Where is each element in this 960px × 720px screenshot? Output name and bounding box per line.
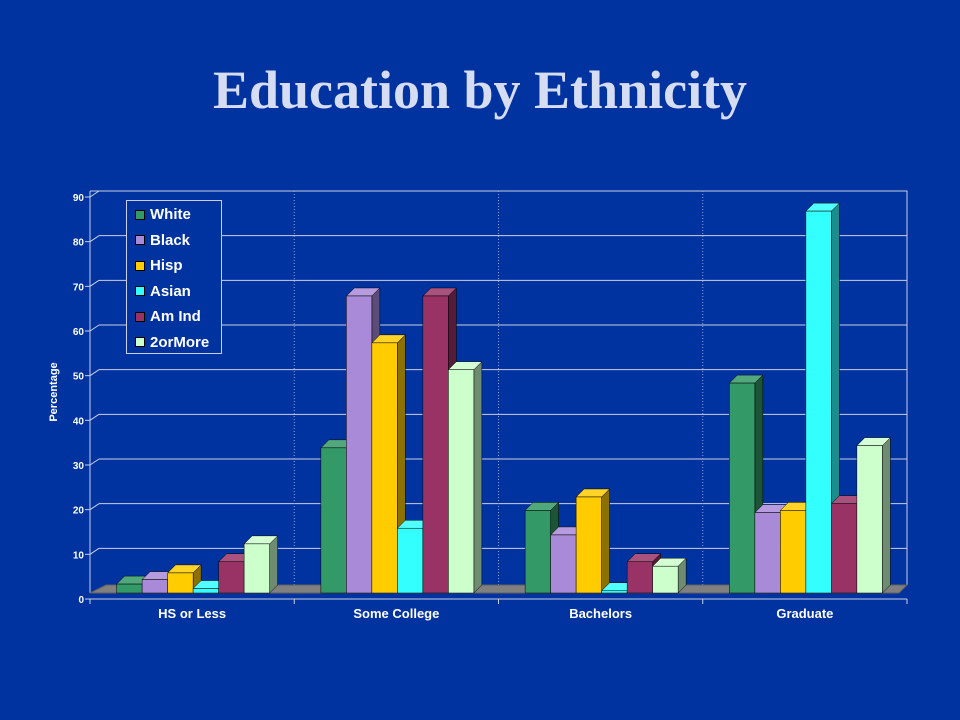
gridline-perspective	[89, 458, 100, 466]
y-tick-label: 40	[73, 416, 85, 427]
y-tick-label: 50	[73, 372, 85, 383]
bar	[575, 488, 611, 594]
y-tick-label: 10	[73, 550, 85, 561]
legend-swatch	[135, 286, 145, 297]
legend-label: 2orMore	[150, 333, 210, 351]
legend-label: Hisp	[150, 257, 183, 275]
x-tick-label: Some College	[353, 606, 439, 621]
legend-label: Am Ind	[150, 308, 201, 326]
gridline-perspective	[89, 503, 100, 511]
gridline-perspective	[89, 547, 100, 555]
slide-title: Education by Ethnicity	[212, 60, 748, 120]
y-tick-label: 20	[73, 506, 85, 517]
bar-front	[116, 583, 143, 594]
legend-swatch	[135, 337, 145, 348]
bar-front	[167, 572, 194, 594]
bar-front	[550, 534, 577, 594]
legend-item: White	[135, 202, 221, 228]
bar	[371, 334, 406, 594]
chart-bars	[116, 202, 891, 594]
bar-front	[192, 588, 219, 594]
bar-side	[601, 488, 610, 594]
y-tick-label: 30	[73, 461, 85, 472]
bar-front	[831, 503, 858, 594]
bar-front	[729, 382, 756, 594]
bar-front	[397, 527, 424, 594]
gridline-perspective	[89, 190, 100, 198]
bar-front	[575, 496, 602, 594]
bar-front	[652, 565, 679, 594]
bar-front	[141, 579, 168, 594]
chart-axes	[85, 196, 908, 604]
bar-front	[856, 445, 883, 594]
gridline-perspective	[89, 324, 100, 332]
legend-swatch	[135, 235, 145, 246]
bar-front	[346, 295, 373, 594]
bar-side	[882, 436, 891, 594]
legend-label: Black	[150, 231, 191, 249]
x-tick-label: HS or Less	[158, 606, 226, 621]
legend-label: White	[150, 206, 191, 224]
bar-side	[269, 535, 278, 594]
legend-label: Asian	[150, 282, 191, 300]
bar	[167, 564, 202, 594]
bar-front	[626, 561, 653, 594]
bar-front	[320, 447, 347, 594]
bar-front	[448, 369, 475, 594]
legend-item: Black	[135, 228, 221, 254]
y-tick-label: 60	[73, 327, 85, 338]
legend-swatch	[135, 209, 145, 220]
gridline-perspective	[89, 279, 100, 287]
bar-front	[524, 510, 551, 594]
bar	[243, 535, 279, 594]
bar-front	[601, 590, 628, 594]
bar-front	[422, 295, 449, 594]
legend-swatch	[135, 260, 145, 271]
bar-front	[754, 512, 781, 594]
bar-side	[473, 361, 483, 594]
gridline-perspective	[89, 413, 100, 421]
legend-item: 2orMore	[135, 330, 221, 356]
gridline-perspective	[89, 369, 100, 377]
chart-legend: White Black Hisp Asian Am Ind 2orMore	[126, 200, 222, 354]
chart-grid	[89, 190, 909, 594]
bar-front	[218, 561, 245, 594]
legend-item: Hisp	[135, 253, 221, 279]
y-tick-label: 0	[78, 595, 84, 606]
bar	[524, 501, 560, 594]
gridline-perspective	[89, 235, 100, 243]
bar-front	[243, 543, 270, 594]
y-axis-label: Percentage	[48, 362, 60, 421]
legend-item: Am Ind	[135, 304, 221, 330]
x-tick-label: Bachelors	[569, 606, 632, 621]
bar	[652, 557, 687, 594]
bar	[805, 202, 840, 594]
bar-front	[780, 510, 807, 594]
chart-labels: 0 10 20 30 40 50 60 70 80 90 HS or Less Some Colleg…	[73, 193, 834, 621]
bar-front	[805, 210, 832, 594]
bar	[856, 436, 891, 594]
x-tick-label: Graduate	[776, 606, 833, 621]
bar	[447, 361, 483, 594]
legend-item: Asian	[135, 279, 221, 305]
bar-front	[371, 342, 398, 594]
y-tick-label: 80	[73, 238, 85, 249]
y-tick-label: 90	[73, 193, 85, 204]
legend-swatch	[135, 311, 145, 322]
y-tick-label: 70	[73, 282, 85, 293]
